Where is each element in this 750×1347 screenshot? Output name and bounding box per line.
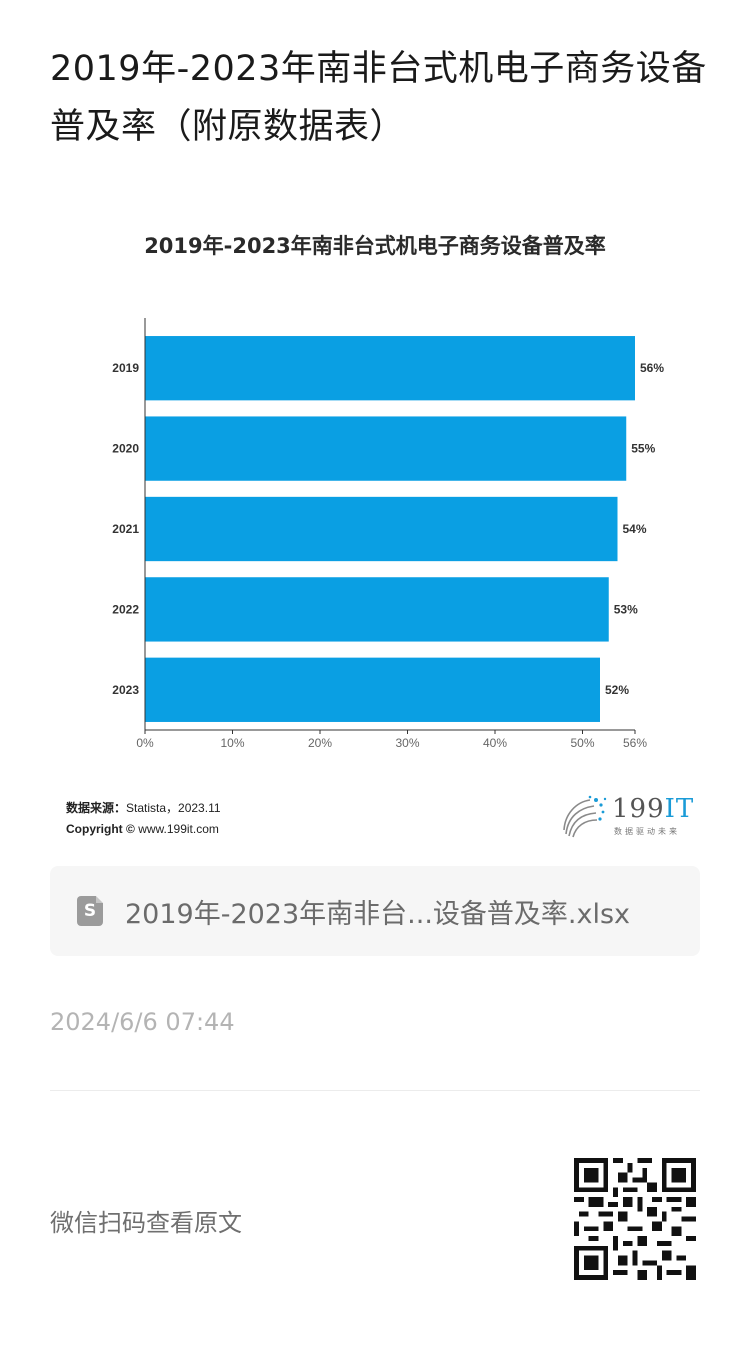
value-label-2019: 56% [640,361,664,375]
copyright-label: Copyright © [66,822,135,836]
bar-2019 [145,336,635,401]
category-label-2019: 2019 [112,361,139,375]
bar-2023 [145,657,600,722]
divider [50,1090,700,1091]
logo-199it: 199IT 数据驱动未来 [560,792,700,842]
chart-title: 2019年-2023年南非台式机电子商务设备普及率 [144,234,606,258]
category-label-2020: 2020 [112,442,139,456]
category-label-2023: 2023 [112,683,139,697]
x-tick-label: 0% [136,736,154,750]
attachment-file-card[interactable]: S 2019年-2023年南非台...设备普及率.xlsx [50,866,700,956]
source-block: 数据来源：Statista，2023.11 Copyright © www.19… [66,798,221,840]
x-tick-label: 20% [308,736,332,750]
source-label: 数据来源： [66,801,127,815]
bar-2020 [145,416,627,481]
scan-to-view-text: 微信扫码查看原文 [50,1209,242,1237]
source-text: Statista，2023.11 [126,801,221,815]
category-label-2021: 2021 [112,522,139,536]
bar-chart: 2019年-2023年南非台式机电子商务设备普及率 2019 56% 2020 55%… [112,234,664,750]
bar-2021 [145,496,618,562]
bar-2022 [145,577,609,642]
logo-text: 199IT [612,794,695,824]
x-tick-label: 40% [483,736,507,750]
page-title: 2019年-2023年南非台式机电子商务设备普及率（附原数据表） [50,49,707,147]
value-label-2023: 52% [605,683,629,697]
value-label-2020: 55% [631,442,655,456]
category-label-2022: 2022 [112,602,139,616]
value-label-2021: 54% [623,522,647,536]
file-name: 2019年-2023年南非台...设备普及率.xlsx [125,898,631,930]
copyright-text: www.199it.com [138,822,219,836]
spreadsheet-file-icon: S [77,896,103,926]
x-tick-label: 56% [623,736,647,750]
logo-subtitle: 数据驱动未来 [614,827,680,836]
x-tick-label: 30% [395,736,419,750]
x-tick-label: 50% [570,736,594,750]
value-label-2022: 53% [614,602,638,616]
publish-timestamp: 2024/6/6 07:44 [50,1008,235,1036]
qr-code-icon[interactable] [574,1158,696,1280]
logo-swirl-icon [563,795,607,838]
x-tick-label: 10% [220,736,244,750]
chart-card: 2019年-2023年南非台式机电子商务设备普及率 2019 56% 2020 55%… [50,210,700,850]
